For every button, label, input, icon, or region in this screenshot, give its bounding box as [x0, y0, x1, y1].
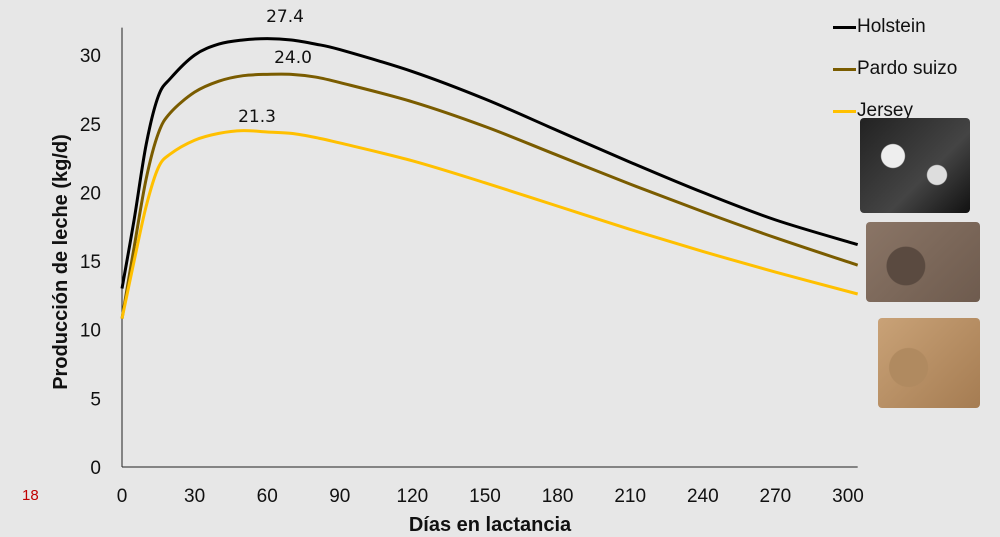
y-tick-label: 10	[80, 321, 101, 342]
x-tick-label: 90	[329, 486, 350, 507]
legend-label: Jersey	[857, 100, 913, 121]
legend-swatch	[833, 67, 856, 71]
peak-data-label: 21.3	[238, 107, 276, 127]
x-axis-title: Días en lactancia	[409, 514, 572, 536]
legend-label: Pardo suizo	[857, 58, 958, 79]
legend: Holstein Pardo suizo Jersey	[833, 6, 957, 132]
y-tick-label: 15	[80, 252, 101, 273]
y-tick-label: 20	[80, 183, 101, 204]
x-tick-label: 240	[687, 486, 719, 507]
brown-swiss-cow-image	[866, 222, 980, 302]
jersey-cow-image	[878, 318, 980, 408]
peak-data-label: 27.4	[266, 7, 304, 27]
x-tick-label: 150	[469, 486, 501, 507]
y-tick-label: 0	[90, 458, 101, 479]
x-tick-label: 270	[760, 486, 792, 507]
y-tick-label: 30	[80, 46, 101, 67]
legend-item-jersey: Jersey	[833, 90, 957, 132]
page-number: 18	[22, 487, 39, 504]
holstein-cow-image	[860, 118, 970, 213]
x-tick-label: 210	[614, 486, 646, 507]
x-tick-label: 0	[117, 486, 128, 507]
x-tick-label: 60	[257, 486, 278, 507]
legend-item-pardo-suizo: Pardo suizo	[833, 48, 957, 90]
x-tick-label: 120	[397, 486, 429, 507]
peak-data-label: 24.0	[274, 48, 312, 68]
y-tick-label: 5	[90, 389, 101, 410]
x-tick-label: 300	[832, 486, 864, 507]
x-tick-label: 180	[542, 486, 574, 507]
legend-label: Holstein	[857, 16, 926, 37]
x-tick-label: 30	[184, 486, 205, 507]
series-line-jersey	[120, 129, 859, 320]
legend-swatch	[833, 109, 856, 113]
y-tick-label: 25	[80, 115, 101, 136]
legend-item-holstein: Holstein	[833, 6, 957, 48]
y-axis-title: Producción de leche (kg/d)	[50, 134, 72, 390]
series-line-holstein	[120, 37, 859, 289]
series-line-pardo-suizo	[120, 72, 859, 319]
legend-swatch	[833, 25, 856, 29]
